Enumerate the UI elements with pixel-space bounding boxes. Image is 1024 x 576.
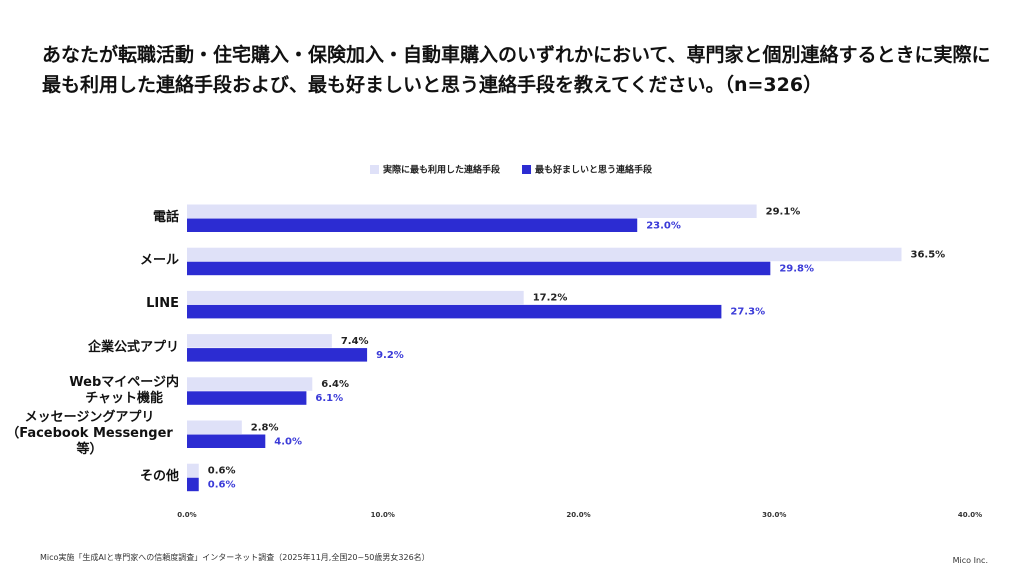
x-tick-label: 10.0% <box>371 511 395 519</box>
x-tick-label: 40.0% <box>958 511 982 519</box>
value-label: 23.0% <box>646 220 681 231</box>
bar <box>187 334 332 348</box>
bar <box>187 247 902 262</box>
bar <box>187 204 757 218</box>
y-tick-label: LINE <box>146 296 179 312</box>
legend-label: 実際に最も利用した連絡手段 <box>383 164 501 176</box>
value-label: 0.6% <box>208 479 236 490</box>
bar <box>187 377 313 391</box>
value-label: 27.3% <box>730 307 765 318</box>
bar <box>187 463 199 478</box>
bar <box>187 304 722 319</box>
value-label: 36.5% <box>910 249 945 260</box>
y-tick-label: Webマイページ内 チャット機能 <box>69 374 179 406</box>
legend-swatch <box>370 165 379 174</box>
bar <box>187 218 638 232</box>
value-label: 4.0% <box>274 436 302 447</box>
value-label: 2.8% <box>251 422 279 433</box>
bar <box>187 420 242 434</box>
value-label: 6.4% <box>321 379 349 390</box>
legend-label: 最も好ましいと思う連絡手段 <box>535 164 653 176</box>
bar <box>187 290 524 305</box>
value-label: 0.6% <box>208 465 236 476</box>
chart-title: あなたが転職活動・住宅購入・保険加入・自動車購入のいずれかにおいて、専門家と個別… <box>42 44 991 96</box>
value-label: 29.8% <box>779 263 814 274</box>
value-label: 6.1% <box>315 393 343 404</box>
y-tick-label: メール <box>139 253 179 269</box>
legend-swatch <box>522 165 532 174</box>
bar <box>187 434 266 448</box>
value-label: 17.2% <box>533 293 568 304</box>
value-label: 9.2% <box>376 350 404 361</box>
y-tick-label: 電話 <box>152 210 179 225</box>
source-note: Mico実施「生成AIと専門家への信頼度調査」インターネット調査（2025年11… <box>40 553 430 562</box>
x-tick-label: 30.0% <box>762 511 786 519</box>
company: Mico Inc. <box>952 556 988 565</box>
bar <box>187 391 307 405</box>
y-tick-label: メッセージングアプリ （Facebook Messenger等） <box>6 410 173 457</box>
bar <box>187 348 368 362</box>
value-label: 7.4% <box>341 336 369 347</box>
y-tick-label: その他 <box>139 469 179 485</box>
value-label: 29.1% <box>766 206 801 217</box>
bar <box>187 477 199 492</box>
bar <box>187 261 771 276</box>
y-tick-label: 企業公式アプリ <box>87 339 179 355</box>
x-tick-label: 0.0% <box>177 511 196 519</box>
x-tick-label: 20.0% <box>566 511 590 519</box>
